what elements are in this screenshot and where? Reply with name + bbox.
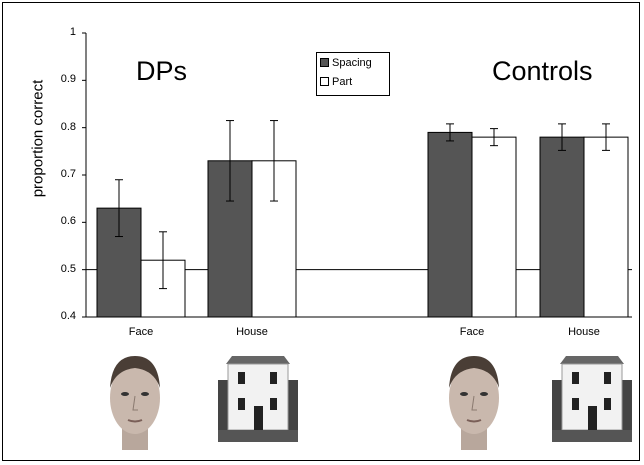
y-tick-label: 0.9 <box>60 73 76 86</box>
y-tick-label: 0.5 <box>60 262 76 275</box>
part-swatch <box>320 77 329 86</box>
legend: Spacing Part <box>316 52 390 96</box>
x-category-label: House <box>568 326 600 338</box>
y-axis-label: proportion correct <box>29 79 47 198</box>
spacing-swatch <box>320 58 329 67</box>
house-stimulus-image-2 <box>552 350 632 442</box>
bar-part-house <box>583 136 629 318</box>
x-category-label: House <box>236 326 268 338</box>
house-stimulus-image <box>218 350 298 442</box>
bar-part-face <box>471 136 517 318</box>
bar-spacing-house <box>539 136 585 318</box>
legend-label-part: Part <box>332 75 353 88</box>
y-tick-label: 0.6 <box>60 215 76 228</box>
face-stimulus-image <box>110 356 160 450</box>
bar-spacing-face <box>427 131 473 318</box>
figure-frame <box>2 2 640 461</box>
face-stimulus-image-2 <box>449 356 499 450</box>
x-category-label: Face <box>459 326 485 338</box>
legend-item-spacing: Spacing <box>317 53 389 72</box>
y-tick-label: 0.8 <box>60 120 76 133</box>
legend-label-spacing: Spacing <box>332 56 372 69</box>
group-title-dps: DPs <box>136 56 188 86</box>
x-category-label: Face <box>128 326 154 338</box>
group-title-controls: Controls <box>492 56 593 86</box>
y-tick-label: 1 <box>69 26 76 38</box>
legend-item-part: Part <box>317 72 389 91</box>
y-tick-label: 0.7 <box>60 168 76 180</box>
y-tick-label: 0.4 <box>60 310 76 322</box>
